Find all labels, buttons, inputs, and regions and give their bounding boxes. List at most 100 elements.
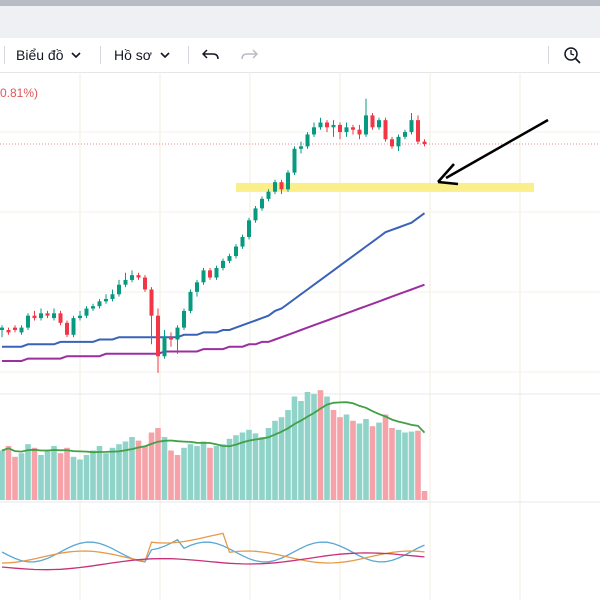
toolbar-separator	[548, 46, 549, 64]
profile-menu[interactable]: Hồ sơ	[114, 38, 170, 72]
candle	[65, 320, 69, 338]
candle-body	[338, 124, 342, 133]
candle	[403, 129, 407, 140]
volume-bar	[148, 432, 155, 500]
volume-bar	[317, 390, 324, 500]
volume-bar	[181, 447, 187, 500]
candle	[32, 310, 37, 321]
volume-bar	[31, 447, 38, 500]
candle-body	[169, 337, 173, 340]
candle-body	[84, 308, 89, 316]
volume-bar	[239, 432, 246, 500]
candle	[208, 268, 212, 280]
candle-body	[26, 315, 30, 328]
volume-bar	[285, 410, 291, 500]
volume-bar	[44, 450, 51, 500]
candle	[214, 265, 219, 280]
candle-body	[221, 260, 225, 268]
candle-body	[247, 220, 251, 237]
candle	[182, 308, 186, 330]
volume-bar	[376, 422, 382, 500]
candle-body	[403, 132, 407, 137]
chevron-down-icon	[160, 52, 170, 58]
volume-bar	[213, 446, 220, 500]
price-chart[interactable]	[0, 72, 600, 600]
candle-body	[13, 327, 17, 330]
volume-bar	[343, 414, 350, 500]
candle	[325, 120, 329, 133]
volume-bar	[382, 414, 389, 500]
candle	[104, 294, 108, 304]
candle-body	[195, 282, 199, 292]
volume-bar	[330, 410, 337, 500]
candle-body	[104, 299, 108, 302]
volume-bar	[363, 419, 369, 500]
candle-body	[377, 120, 381, 128]
candle	[13, 325, 17, 333]
volume-bar	[350, 420, 356, 500]
volume-bar	[77, 459, 83, 500]
volume-bar	[64, 447, 70, 500]
candle	[130, 270, 134, 283]
candle	[253, 206, 258, 223]
magnifier-replay-icon	[564, 47, 581, 64]
redo-button[interactable]	[240, 38, 258, 72]
candle	[292, 146, 297, 175]
volume-bars	[0, 390, 428, 500]
chart-type-menu[interactable]: Biểu đồ	[16, 38, 82, 72]
candle	[149, 287, 154, 345]
candle-body	[331, 124, 336, 128]
volume-bar	[116, 444, 122, 500]
candle	[169, 332, 173, 347]
price-change-label: 0.81%)	[0, 86, 39, 100]
volume-bar	[291, 396, 298, 500]
candle	[396, 134, 401, 152]
candle-body	[364, 115, 368, 135]
candle-body	[396, 136, 401, 147]
oscillator-line	[1, 532, 425, 564]
volume-bar	[25, 444, 31, 500]
volume-bar	[90, 450, 96, 500]
volume-bar	[421, 491, 428, 500]
candle-body	[182, 310, 186, 328]
volume-bar	[259, 437, 265, 500]
candle-body	[273, 182, 277, 192]
candle	[227, 253, 232, 264]
candle-body	[279, 182, 284, 190]
volume-bar	[70, 456, 77, 500]
candle-body	[305, 134, 310, 147]
candle-body	[52, 313, 56, 319]
candle	[416, 115, 420, 144]
volume-bar	[161, 437, 168, 500]
volume-bar	[142, 446, 148, 500]
candle	[175, 325, 180, 354]
candle-body	[143, 277, 147, 290]
undo-button[interactable]	[202, 38, 220, 72]
replay-button[interactable]	[562, 38, 582, 72]
candle	[91, 303, 95, 311]
candle	[299, 141, 303, 154]
volume-bar	[96, 446, 103, 500]
volume-bar	[83, 455, 90, 500]
candle	[84, 306, 89, 319]
candle	[318, 117, 323, 130]
candle-body	[344, 127, 349, 133]
candle-body	[286, 172, 290, 190]
candle	[357, 124, 362, 140]
candle-body	[97, 301, 102, 307]
candle-body	[422, 141, 427, 144]
candle	[52, 308, 56, 321]
candle-body	[409, 120, 414, 133]
volume-bar	[298, 401, 304, 500]
volume-bar	[18, 453, 25, 500]
volume-bar	[109, 447, 116, 500]
candle	[136, 272, 141, 280]
candle	[0, 325, 4, 338]
volume-bar	[408, 431, 415, 500]
candle-body	[136, 275, 141, 278]
redo-icon	[241, 49, 258, 60]
candle	[344, 122, 349, 137]
ma-slow-line	[2, 283, 425, 362]
candle-body	[45, 313, 50, 316]
volume-bar	[38, 455, 44, 500]
